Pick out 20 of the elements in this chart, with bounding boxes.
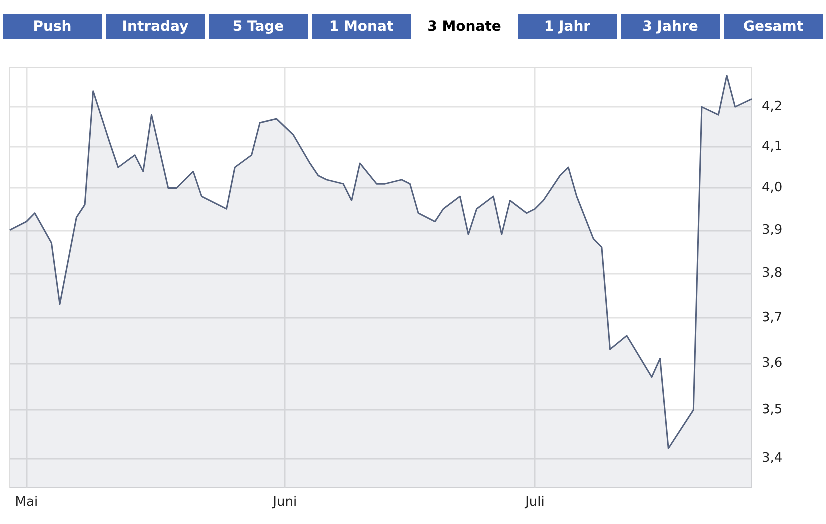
text: Intraday [106, 14, 205, 39]
x-tick-label: Juni [272, 495, 298, 510]
y-tick-label: 3,5 [762, 402, 783, 418]
text: Push [3, 14, 102, 39]
x-tick-label: Mai [15, 495, 38, 510]
text: 3 Monate [415, 14, 514, 39]
y-tick-label: 3,9 [762, 222, 783, 238]
y-tick-label: 4,2 [762, 100, 783, 115]
text: 3 Jahre [621, 14, 720, 39]
text: 5 Tage [209, 14, 308, 39]
text: 1 Monat [312, 14, 411, 39]
y-tick-label: 3,6 [762, 356, 783, 371]
y-tick-label: 4,0 [762, 180, 783, 196]
y-tick-label: 4,1 [762, 140, 783, 155]
y-tick-label: 3,4 [762, 450, 783, 466]
text: Gesamt [724, 14, 823, 39]
text: 1 Jahr [518, 14, 617, 39]
y-tick-label: 3,7 [762, 310, 783, 326]
y-tick-label: 3,8 [762, 266, 783, 281]
x-tick-label: Juli [524, 495, 545, 510]
